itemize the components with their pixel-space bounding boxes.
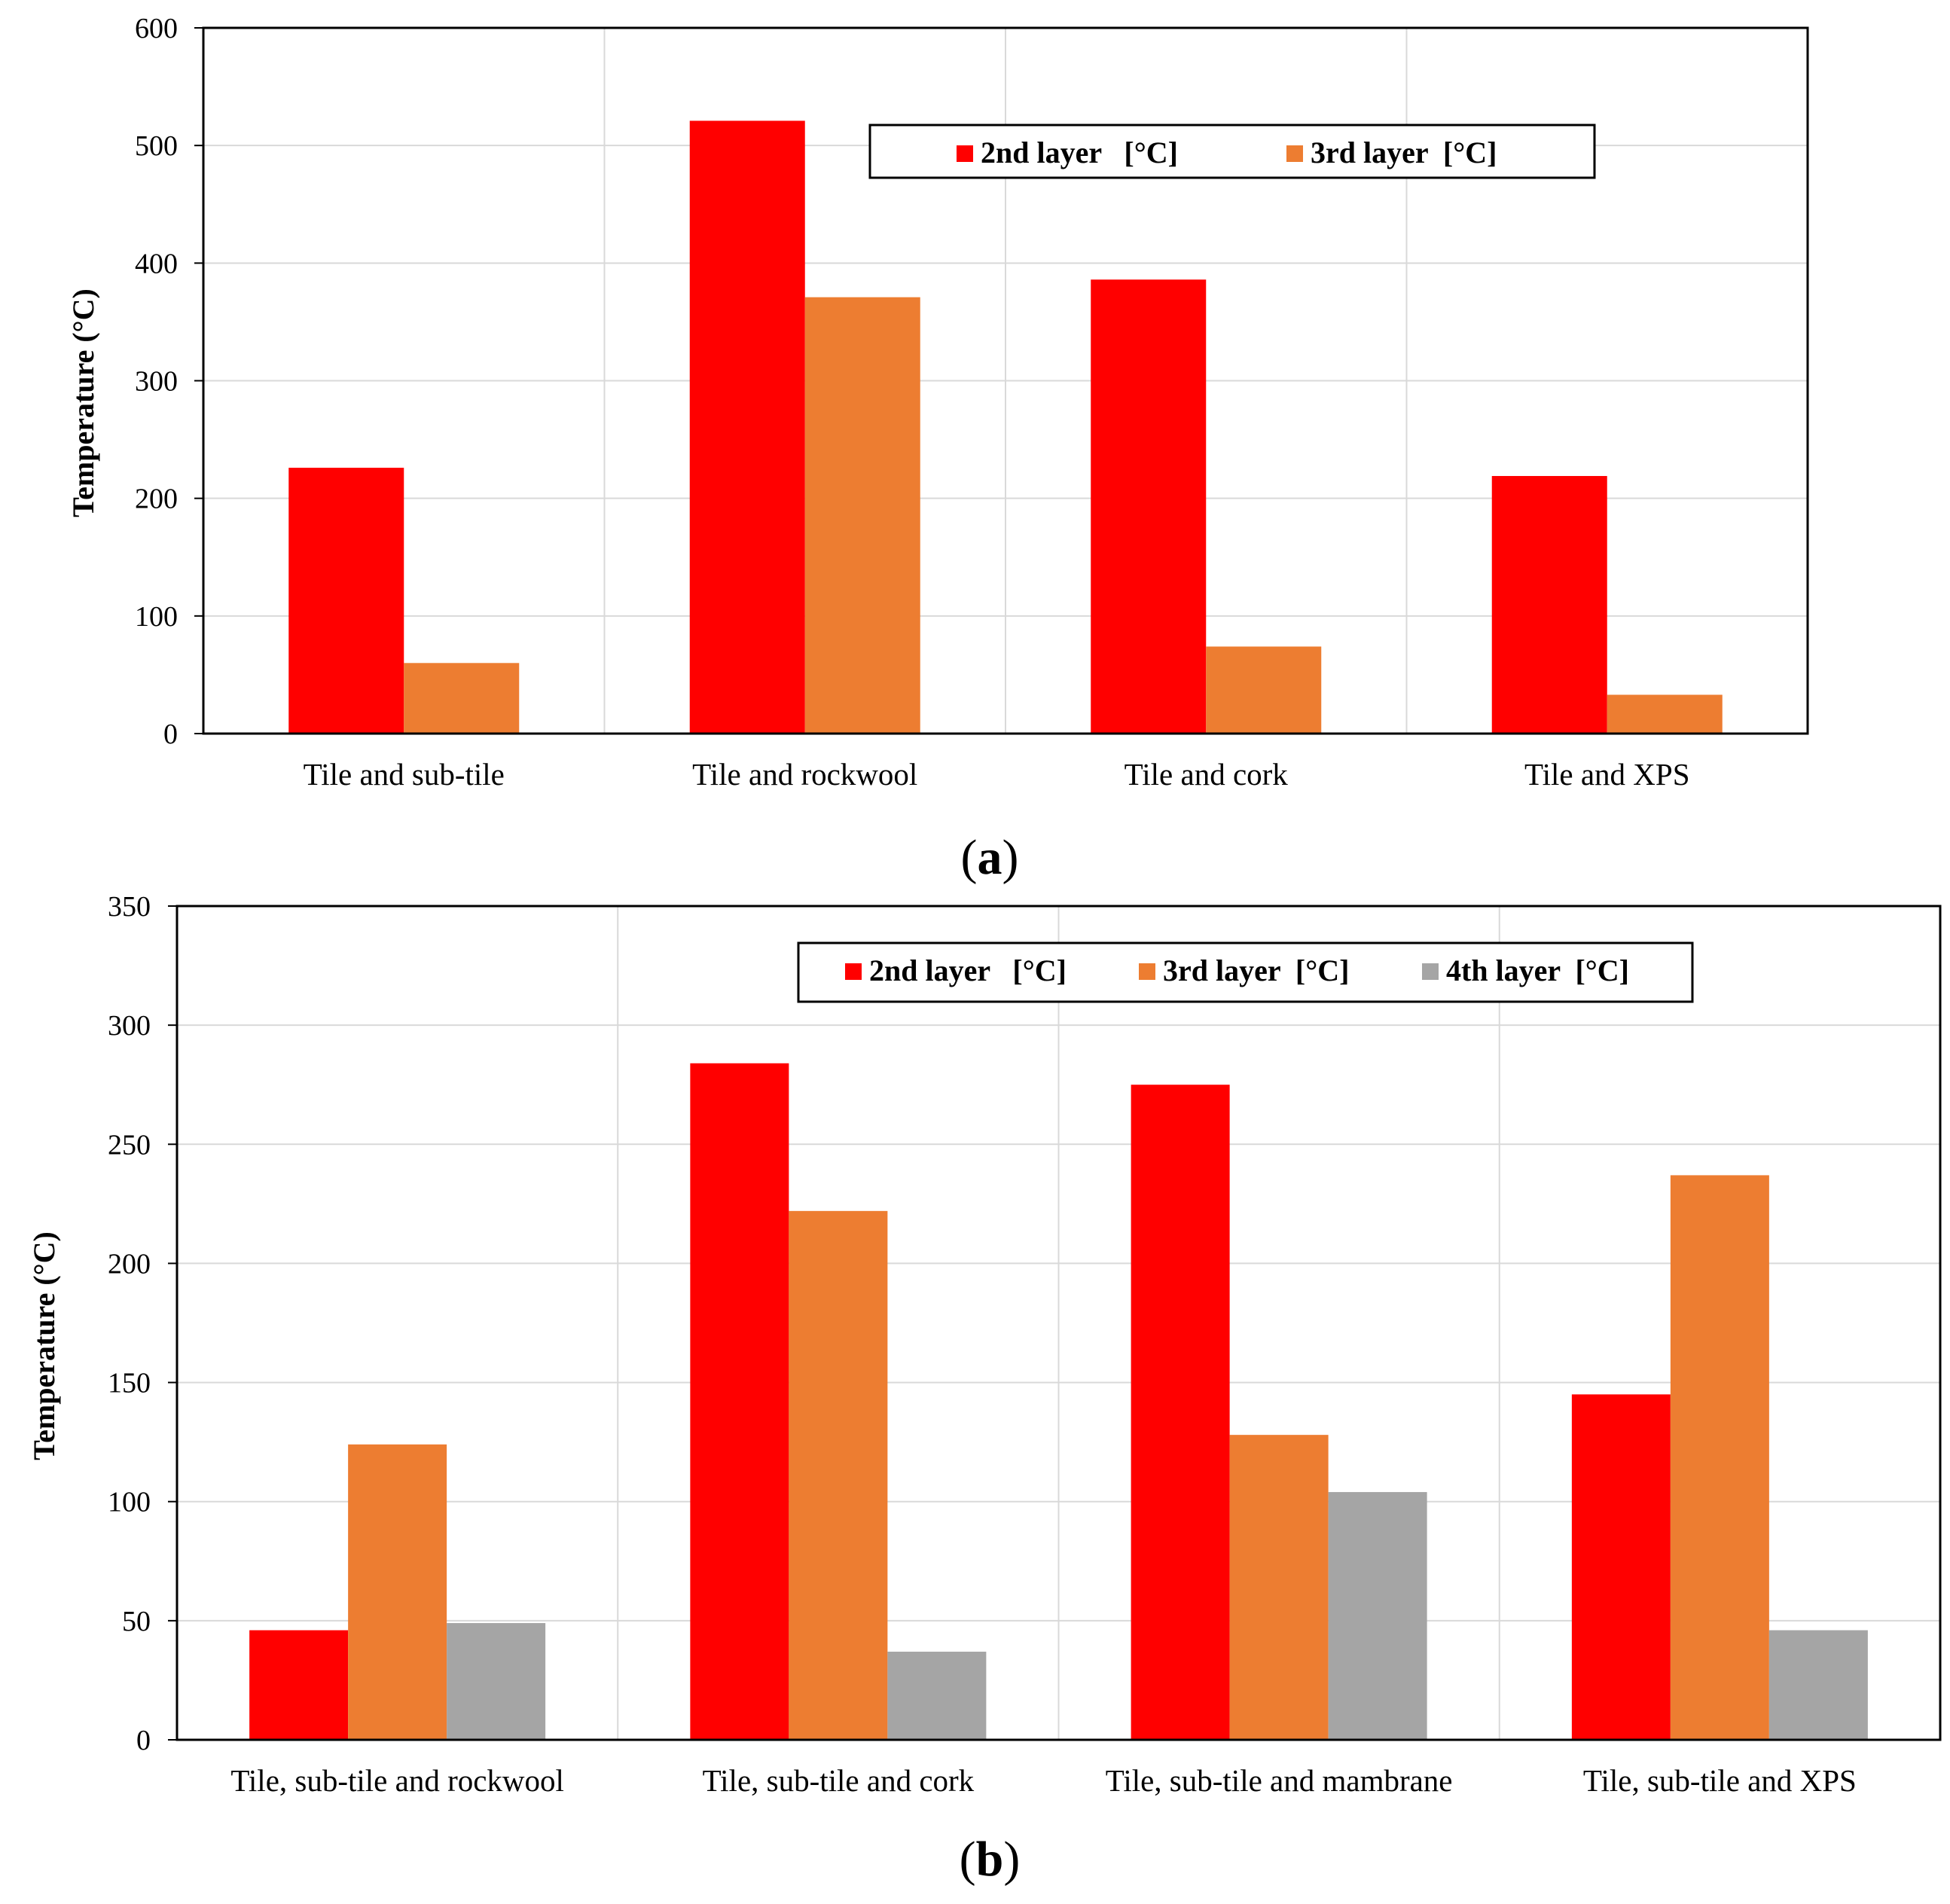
chart-b-y-tick-label-150: 150	[108, 1368, 151, 1399]
chart-b-y-tick-label-50: 50	[122, 1606, 151, 1637]
chart-b-bar-2nd-layer-tile-sub-tile-and-mambrane	[1131, 1085, 1230, 1740]
chart-a-y-axis-title: Temperature (°C)	[66, 288, 100, 517]
chart-a-y-tick-label-300: 300	[135, 366, 178, 398]
chart-b-plot-border	[175, 905, 1942, 1741]
chart-b-y-tick-label-100: 100	[108, 1487, 151, 1518]
chart-b-y-tick-label-300: 300	[108, 1010, 151, 1042]
chart-b-legend-label-3rd-layer: 3rd layer [°C]	[1163, 954, 1349, 987]
chart-a-bar-2nd-layer-tile-and-cork	[1091, 279, 1207, 734]
chart-a-x-tick-label-tile-and-xps: Tile and XPS	[1524, 757, 1690, 792]
chart-a-legend-label-2nd-layer: 2nd layer [°C]	[981, 136, 1178, 169]
chart-b-bar-4th-layer-tile-sub-tile-and-cork	[887, 1651, 987, 1740]
chart-a-bar-3rd-layer-tile-and-sub-tile	[404, 663, 520, 734]
chart-b-x-tick-labels: Tile, sub-tile and rockwool Tile, sub-til…	[230, 1763, 1857, 1798]
chart-b-y-axis-title: Temperature (°C)	[27, 1231, 61, 1460]
chart-b-bar-2nd-layer-tile-sub-tile-and-cork	[690, 1063, 789, 1740]
chart-b-x-tick-label-tile-sub-tile-and-rockwool: Tile, sub-tile and rockwool	[230, 1763, 564, 1798]
chart-b-legend-box	[797, 941, 1694, 1003]
chart-a-legend-swatch-2nd-layer	[957, 145, 973, 162]
chart-b-legend: 2nd layer [°C] 3rd layer [°C] 4th layer …	[797, 941, 1694, 1003]
chart-a-y-tick-label-600: 600	[135, 13, 178, 44]
chart-a-bars	[288, 121, 1723, 734]
chart-a-y-tick-label-500: 500	[135, 130, 178, 162]
chart-a-y-tick-label-200: 200	[135, 484, 178, 515]
chart-b-x-tick-label-tile-sub-tile-and-xps: Tile, sub-tile and XPS	[1583, 1763, 1857, 1798]
chart-b-legend-swatch-2nd-layer	[845, 963, 862, 980]
chart-b-bar-3rd-layer-tile-sub-tile-and-rockwool	[348, 1444, 447, 1740]
chart-a-x-tick-label-tile-and-rockwool: Tile and rockwool	[692, 757, 917, 792]
chart-b-y-tick-label-350: 350	[108, 891, 151, 923]
chart-b-bar-3rd-layer-tile-sub-tile-and-mambrane	[1229, 1435, 1329, 1740]
chart-a-y-ticks: 0 100 200 300 400 500 600	[135, 13, 203, 750]
chart-b-x-tick-label-tile-sub-tile-and-mambrane: Tile, sub-tile and mambrane	[1106, 1763, 1453, 1798]
chart-b-legend-swatch-4th-layer	[1422, 963, 1439, 980]
chart-a-legend-swatch-3rd-layer	[1286, 145, 1303, 162]
chart-b-bar-4th-layer-tile-sub-tile-and-rockwool	[447, 1623, 546, 1740]
chart-b-bar-4th-layer-tile-sub-tile-and-xps	[1768, 1630, 1868, 1740]
chart-b-bar-2nd-layer-tile-sub-tile-and-rockwool	[249, 1630, 349, 1740]
chart-a-x-tick-labels: Tile and sub-tile Tile and rockwool Tile a…	[304, 757, 1690, 792]
chart-a-x-tick-label-tile-and-sub-tile: Tile and sub-tile	[304, 757, 505, 792]
chart-a-y-tick-label-0: 0	[163, 719, 178, 750]
chart-b-bar-3rd-layer-tile-sub-tile-and-xps	[1670, 1175, 1769, 1740]
chart-b-legend-label-4th-layer: 4th layer [°C]	[1446, 954, 1629, 987]
chart-a-y-tick-label-400: 400	[135, 248, 178, 279]
chart-b-legend-label-2nd-layer: 2nd layer [°C]	[869, 954, 1067, 987]
chart-a-bar-2nd-layer-tile-and-xps	[1491, 475, 1607, 734]
chart-b-bars	[249, 1063, 1868, 1740]
chart-a-bar-3rd-layer-tile-and-rockwool	[804, 297, 920, 734]
chart-b-x-tick-label-tile-sub-tile-and-cork: Tile, sub-tile and cork	[703, 1763, 975, 1798]
chart-a-bar-3rd-layer-tile-and-xps	[1607, 694, 1723, 734]
chart-b-legend-swatch-3rd-layer	[1139, 963, 1155, 980]
chart-b-y-tick-label-250: 250	[108, 1129, 151, 1161]
chart-panel-b: 0 50 100 150 200 250 300 350 Tile, sub-tile and…	[27, 891, 1942, 1887]
chart-a-legend: 2nd layer [°C] 3rd layer [°C]	[868, 124, 1596, 179]
chart-b-bar-3rd-layer-tile-sub-tile-and-cork	[789, 1210, 888, 1740]
chart-a-bar-2nd-layer-tile-and-sub-tile	[288, 468, 404, 734]
chart-b-y-tick-label-0: 0	[136, 1725, 151, 1756]
chart-a-x-tick-label-tile-and-cork: Tile and cork	[1125, 757, 1289, 792]
chart-b-bar-4th-layer-tile-sub-tile-and-mambrane	[1328, 1492, 1427, 1740]
chart-b-y-ticks: 0 50 100 150 200 250 300 350	[108, 891, 177, 1756]
chart-b-y-tick-label-200: 200	[108, 1248, 151, 1280]
panel-label-b: (b)	[960, 1832, 1021, 1887]
chart-a-legend-label-3rd-layer: 3rd layer [°C]	[1311, 136, 1497, 169]
panel-label-a: (a)	[961, 830, 1019, 885]
chart-a-y-tick-label-100: 100	[135, 601, 178, 633]
chart-a-bar-3rd-layer-tile-and-cork	[1206, 646, 1322, 734]
chart-b-bar-2nd-layer-tile-sub-tile-and-xps	[1571, 1394, 1671, 1740]
chart-a-bar-2nd-layer-tile-and-rockwool	[689, 121, 805, 734]
chart-a-legend-box	[868, 124, 1596, 179]
